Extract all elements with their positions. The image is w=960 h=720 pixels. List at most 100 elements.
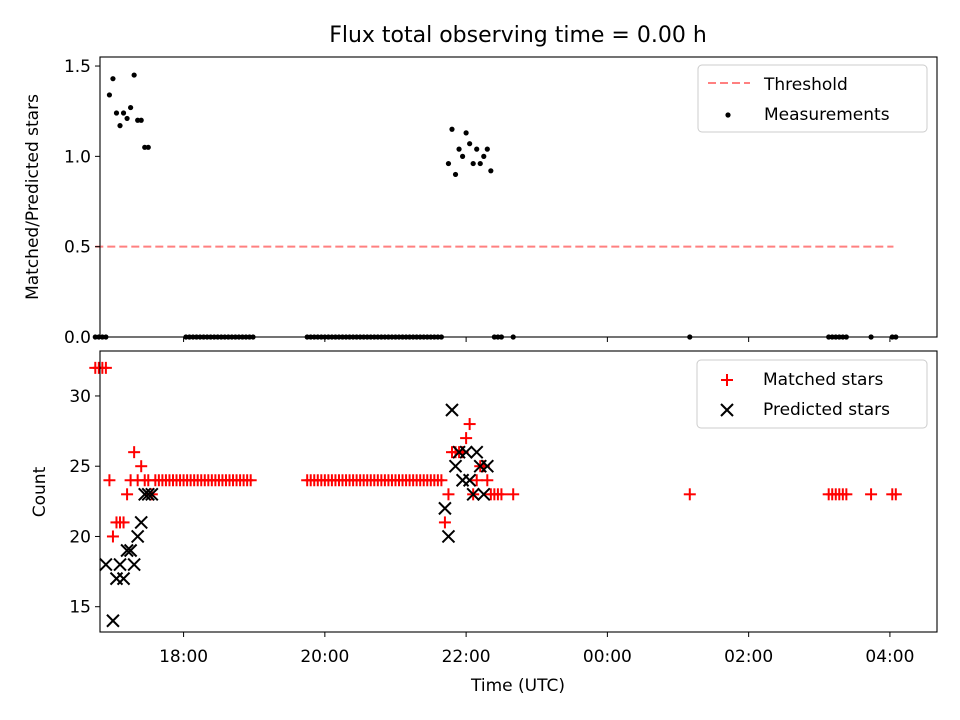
measurement-point xyxy=(138,117,144,123)
top-x-ticks xyxy=(183,337,891,342)
top-axes-frame xyxy=(99,56,938,338)
x-axis-label: Time (UTC) xyxy=(470,676,565,696)
legend-measurements-swatch xyxy=(725,112,731,118)
measurement-point xyxy=(124,115,130,122)
matched-star-point xyxy=(244,474,257,487)
figure-title: Flux total observing time = 0.00 h xyxy=(329,23,707,48)
bottom-plot-area xyxy=(89,361,902,628)
measurement-point xyxy=(456,146,462,152)
bottom-y-tick-label: 15 xyxy=(69,598,91,618)
predicted-star-point xyxy=(477,487,491,502)
predicted-star-point xyxy=(99,557,113,572)
measurement-point xyxy=(110,76,116,82)
predicted-star-point xyxy=(113,557,127,572)
predicted-star-point xyxy=(438,501,452,516)
bottom-x-ticks: 18:00 20:00 22:00 00:00 02:00 04:00 xyxy=(159,632,914,667)
matched-star-point xyxy=(128,446,141,459)
matched-star-point xyxy=(470,474,483,487)
measurement-point xyxy=(474,146,480,152)
bottom-x-tick-label: 20:00 xyxy=(300,647,349,667)
predicted-star-point xyxy=(141,487,155,502)
bottom-y-tick-label: 20 xyxy=(69,527,91,547)
measurement-point xyxy=(445,160,452,167)
measurement-point xyxy=(120,110,127,116)
predicted-star-point xyxy=(145,487,159,502)
measurement-point xyxy=(484,146,490,152)
top-y-tick-label: 1.5 xyxy=(64,57,91,77)
predicted-star-point xyxy=(123,543,138,558)
measurement-point xyxy=(128,104,134,111)
matched-star-point xyxy=(106,530,119,543)
top-y-ticks: 0.0 0.5 1.0 1.5 xyxy=(64,57,100,348)
bottom-x-tick-label: 04:00 xyxy=(865,647,914,667)
measurement-point xyxy=(463,130,469,136)
matched-star-point xyxy=(435,474,448,487)
top-y-tick-label: 0.5 xyxy=(64,238,91,258)
matched-star-point xyxy=(463,418,476,431)
matched-star-point xyxy=(840,488,853,501)
legend-predicted-label: Predicted stars xyxy=(763,400,890,420)
bottom-axes-frame xyxy=(99,350,938,633)
predicted-star-point xyxy=(462,473,477,487)
predicted-star-point xyxy=(441,529,456,544)
top-y-tick-label: 0.0 xyxy=(64,328,91,348)
legend-matched-label: Matched stars xyxy=(763,370,883,390)
matched-star-point xyxy=(103,474,116,487)
measurement-point xyxy=(106,92,113,98)
bottom-y-ticks: 15 20 25 30 xyxy=(69,387,100,618)
predicted-star-point xyxy=(459,445,473,459)
bottom-legend-box xyxy=(696,359,928,429)
bottom-legend: Matched stars Predicted stars xyxy=(696,359,928,429)
top-y-axis-label: Matched/Predicted stars xyxy=(23,94,43,300)
measurement-point xyxy=(467,141,473,147)
matched-star-point xyxy=(865,488,878,501)
predicted-star-point xyxy=(470,445,484,459)
matched-star-point xyxy=(481,474,494,487)
matched-star-point xyxy=(507,488,520,501)
measurement-point xyxy=(449,126,455,132)
predicted-star-point xyxy=(448,459,463,473)
predicted-star-point xyxy=(480,459,495,473)
predicted-star-point xyxy=(445,403,459,417)
predicted-star-point xyxy=(466,487,480,502)
predicted-star-point xyxy=(134,515,148,530)
bottom-x-tick-label: 00:00 xyxy=(583,647,632,667)
matched-star-point xyxy=(460,432,473,445)
measurement-point xyxy=(452,171,459,178)
matched-star-point xyxy=(495,488,508,501)
legend-predicted-swatch xyxy=(720,403,734,417)
legend-threshold-label: Threshold xyxy=(763,75,848,95)
predicted-star-point xyxy=(106,614,120,628)
matched-star-point xyxy=(117,516,130,529)
measurement-point xyxy=(481,153,487,159)
matched-star-point xyxy=(135,460,148,473)
measurement-point xyxy=(113,110,120,116)
measurement-point xyxy=(459,153,466,159)
legend-measurements-label: Measurements xyxy=(764,105,890,125)
measurement-point xyxy=(131,72,137,78)
legend-matched-swatch xyxy=(721,374,733,386)
bottom-y-tick-label: 30 xyxy=(69,387,91,407)
matched-star-point xyxy=(99,361,112,374)
measurement-point xyxy=(477,160,483,167)
measurement-point xyxy=(117,123,123,129)
predicted-star-point xyxy=(127,557,141,572)
top-y-tick-label: 1.0 xyxy=(64,147,91,167)
matched-star-point xyxy=(438,516,451,529)
measurement-point xyxy=(470,160,476,167)
predicted-star-point xyxy=(120,543,134,558)
bottom-x-tick-label: 22:00 xyxy=(442,647,491,667)
matched-star-point xyxy=(683,488,696,501)
measurement-point xyxy=(145,144,151,150)
measurement-point xyxy=(488,168,494,174)
top-panel: 0.0 0.5 1.0 1.5 Matched/Predicted stars Thr… xyxy=(23,56,938,348)
matched-star-point xyxy=(442,488,455,501)
bottom-x-tick-label: 18:00 xyxy=(159,647,208,667)
bottom-x-tick-label: 02:00 xyxy=(724,647,773,667)
matched-star-point xyxy=(121,488,134,501)
bottom-y-axis-label: Count xyxy=(30,466,50,517)
matched-star-point xyxy=(889,488,902,501)
top-legend: Threshold Measurements xyxy=(697,64,928,133)
